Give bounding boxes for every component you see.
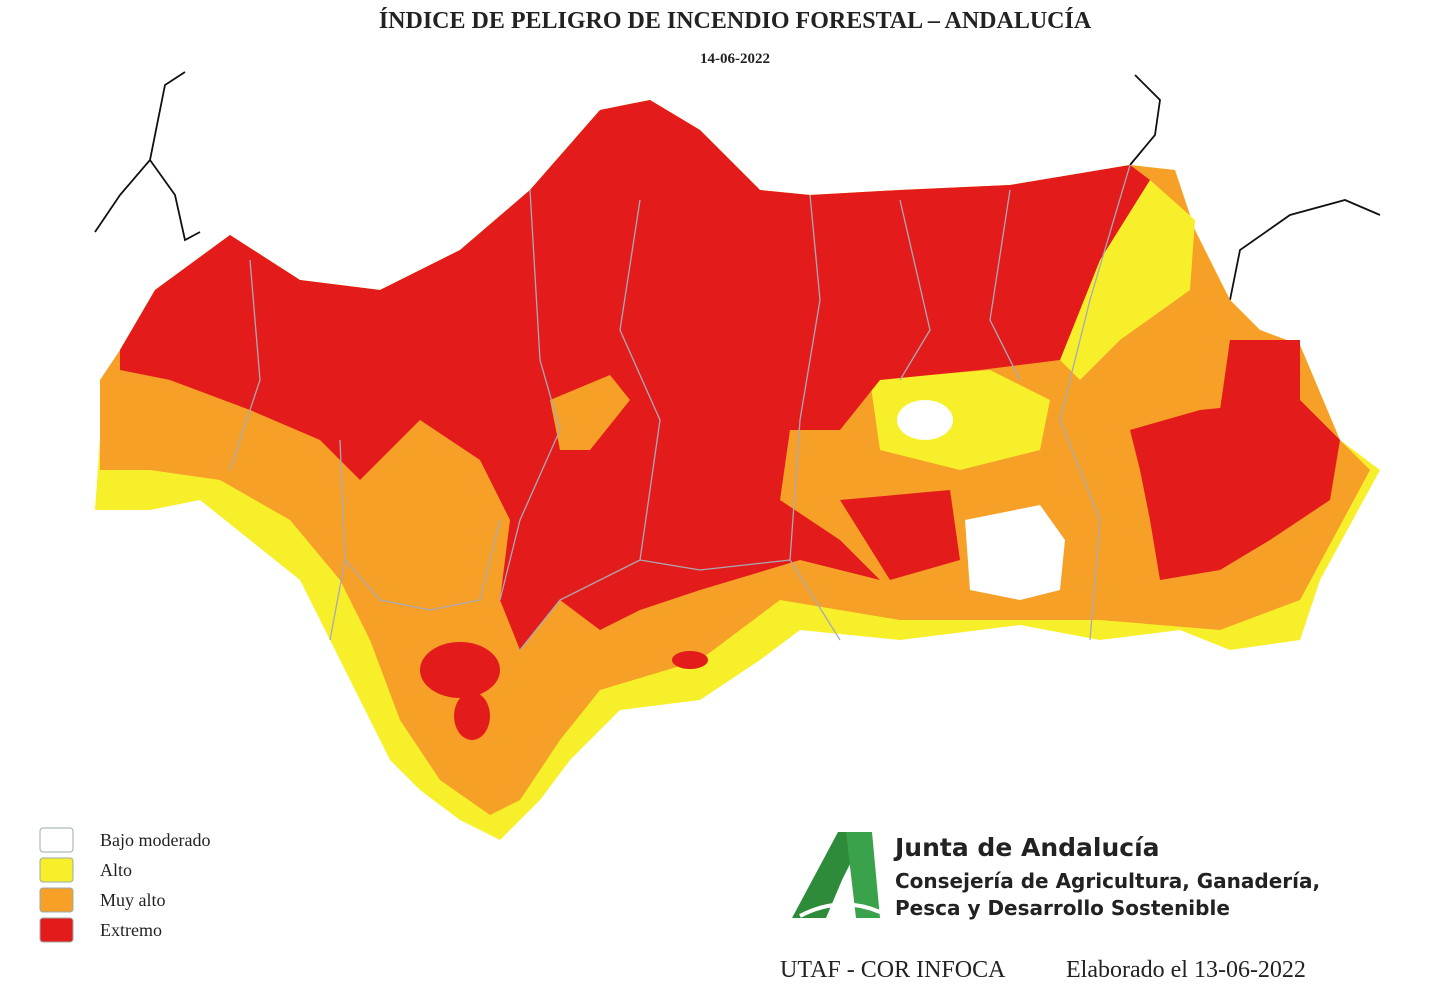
legend: Bajo moderado Alto Muy alto Extremo (39, 827, 210, 943)
zone-extremo-east (1130, 400, 1340, 580)
logo-name: Junta de Andalucía (893, 833, 1160, 862)
zone-extremo-se (840, 490, 960, 580)
zone-bajo (965, 505, 1065, 600)
footer-source: UTAF - COR INFOCA (780, 957, 1006, 983)
map (95, 100, 1380, 840)
zone-bajo (897, 400, 953, 440)
zone-alto-east (1060, 180, 1195, 380)
zone-extremo-ne (1220, 340, 1300, 410)
legend-label: Extremo (100, 920, 162, 940)
zone-alto-centre (870, 370, 1050, 470)
zone-extremo-cadiz (454, 692, 490, 740)
logo-line: Consejería de Agricultura, Ganadería, (895, 869, 1320, 893)
date: 14-06-2022 (700, 51, 770, 67)
logo: Junta de Andalucía Consejería de Agricul… (792, 832, 1320, 920)
legend-swatch (39, 857, 74, 883)
zone-extremo (120, 100, 1150, 650)
title: ÍNDICE DE PELIGRO DE INCENDIO FORESTAL –… (379, 8, 1092, 34)
legend-label: Muy alto (100, 890, 166, 910)
zone-muy-alto-patch (550, 375, 630, 450)
legend-label: Bajo moderado (100, 830, 210, 850)
legend-swatch (39, 887, 74, 913)
zone-extremo-malaga (672, 651, 708, 669)
province-borders (229, 164, 1131, 651)
legend-swatch (39, 917, 74, 943)
legend-swatch (39, 827, 74, 853)
logo-line: Pesca y Desarrollo Sostenible (895, 896, 1230, 920)
country-borders (94, 71, 1381, 301)
footer-elaborated: Elaborado el 13-06-2022 (1066, 957, 1306, 983)
legend-label: Alto (100, 860, 132, 880)
zone-extremo-cadiz (420, 642, 500, 698)
